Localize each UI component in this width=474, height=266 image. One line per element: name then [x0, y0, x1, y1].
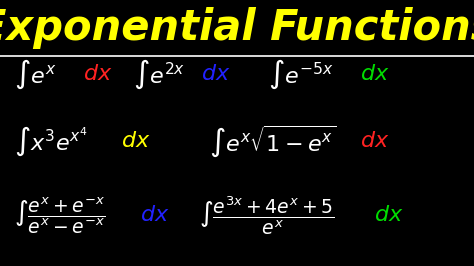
Text: $dx$: $dx$ [374, 205, 404, 226]
Text: $\int\dfrac{e^x+e^{-x}}{e^x-e^{-x}}$: $\int\dfrac{e^x+e^{-x}}{e^x-e^{-x}}$ [14, 195, 106, 236]
Text: Exponential Functions: Exponential Functions [0, 7, 474, 49]
Text: $\int e^x \sqrt{1-e^x}$: $\int e^x \sqrt{1-e^x}$ [209, 123, 336, 159]
Text: $dx$: $dx$ [140, 205, 169, 226]
Text: $\int\dfrac{e^{3x}+4e^x+5}{e^x}$: $\int\dfrac{e^{3x}+4e^x+5}{e^x}$ [199, 194, 335, 237]
Bar [0, 0, 474, 56]
Text: $dx$: $dx$ [201, 64, 231, 85]
Text: $\int e^{-5x}$: $\int e^{-5x}$ [268, 58, 333, 91]
Text: $dx$: $dx$ [121, 131, 150, 151]
Text: $\int e^{2x}$: $\int e^{2x}$ [133, 58, 185, 91]
Text: $dx$: $dx$ [360, 131, 390, 151]
Text: $\int x^3 e^{x^4}$: $\int x^3 e^{x^4}$ [14, 124, 88, 158]
Text: $dx$: $dx$ [83, 64, 112, 85]
Text: $\int e^x$: $\int e^x$ [14, 58, 56, 91]
Text: $dx$: $dx$ [360, 64, 390, 85]
